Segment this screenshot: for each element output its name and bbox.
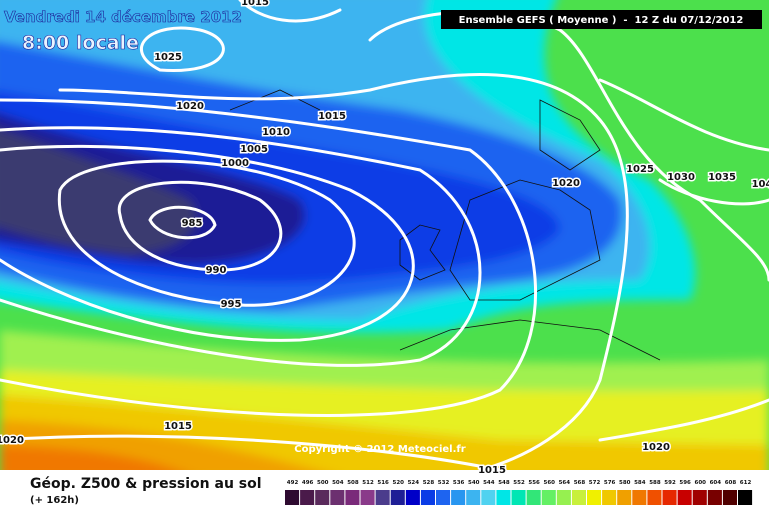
legend-swatch (617, 490, 632, 505)
legend-label: 512 (362, 480, 374, 486)
isobar-label: 1015 (318, 111, 346, 122)
isobar-label: 1015 (478, 465, 506, 476)
legend-label: 600 (695, 480, 707, 486)
legend-swatch (722, 490, 737, 505)
isobar-label: 1020 (176, 101, 204, 112)
legend-label: 592 (664, 480, 676, 486)
legend-label: 544 (483, 480, 495, 486)
legend-label: 560 (544, 480, 556, 486)
legend-label: 584 (634, 480, 646, 486)
isobar-label: 1015 (241, 0, 269, 8)
legend-swatch (405, 490, 420, 505)
legend-label: 492 (287, 480, 299, 486)
legend-label: 596 (679, 480, 691, 486)
legend-label: 524 (408, 480, 420, 486)
legend-swatch (571, 490, 586, 505)
legend-label: 580 (619, 480, 631, 486)
legend-label: 536 (453, 480, 465, 486)
legend-label: 496 (302, 480, 314, 486)
isobar-label: 1020 (642, 442, 670, 453)
legend-swatch (481, 490, 496, 505)
legend-swatch (315, 490, 330, 505)
field (0, 0, 769, 470)
isobar-label: 1005 (240, 144, 268, 155)
legend-swatch (647, 490, 662, 505)
isobar-labels: 1015 1025 1020 1015 1010 1005 1000 985 990 995 102… (0, 0, 769, 478)
legend-label: 532 (438, 480, 450, 486)
footer-lead: (+ 162h) (30, 495, 79, 506)
legend-label: 608 (725, 480, 737, 486)
legend-label: 552 (513, 480, 525, 486)
model-box (441, 10, 762, 29)
legend-swatch (632, 490, 647, 505)
isobar-label: 985 (182, 218, 203, 229)
legend-swatch (677, 490, 692, 505)
legend-swatch (496, 490, 511, 505)
date: Vendredi 14 décembre 2012 (4, 8, 242, 26)
footer-title: Géop. Z500 & pression au sol (30, 476, 262, 492)
isobar-label: 990 (206, 265, 227, 276)
model: Ensemble GEFS ( Moyenne ) - 12 Z du 07/1… (459, 15, 744, 26)
isobar-label: 1010 (262, 127, 290, 138)
legend-swatch (375, 490, 390, 505)
isobar-label: 1025 (626, 164, 654, 175)
legend-swatch (556, 490, 571, 505)
isobar-label: 1020 (552, 178, 580, 189)
copyright: Copyright © 2012 Meteociel.fr (294, 444, 465, 455)
isobar-label: 1020 (0, 435, 24, 446)
legend-label: 516 (377, 480, 389, 486)
isobar-label: 1000 (221, 158, 249, 169)
legend-swatch (526, 490, 541, 505)
legend-swatch (451, 490, 466, 505)
legend-swatch (420, 490, 435, 505)
legend-label: 588 (649, 480, 661, 486)
legend-label: 540 (468, 480, 480, 486)
isobar-label: 995 (221, 299, 242, 310)
legend-label: 528 (423, 480, 435, 486)
legend-swatch (285, 490, 300, 505)
legend-label: 572 (589, 480, 601, 486)
legend-label: 548 (498, 480, 510, 486)
legend-swatch (466, 490, 481, 505)
isobar-label: 1035 (708, 172, 736, 183)
legend-swatch (511, 490, 526, 505)
legend-label: 508 (347, 480, 359, 486)
legend: 492 496 500 504 508 512 516 520 524 528 532 536 540 5… (285, 480, 753, 505)
legend-swatch (602, 490, 617, 505)
legend-swatch (300, 490, 315, 505)
legend-swatch (587, 490, 602, 505)
isobar-label: 1030 (667, 172, 695, 183)
isobar-label: 1015 (164, 421, 192, 432)
legend-label: 612 (740, 480, 752, 486)
legend-swatch (738, 490, 753, 505)
legend-swatch (692, 490, 707, 505)
isobars (0, 0, 769, 470)
legend-swatch (436, 490, 451, 505)
legend-swatch (330, 490, 345, 505)
isobar-label: 104 (752, 179, 769, 190)
legend-swatch (662, 490, 677, 505)
legend-swatch (360, 490, 375, 505)
legend-swatch (707, 490, 722, 505)
legend-label: 576 (604, 480, 616, 486)
legend-label: 564 (559, 480, 571, 486)
legend-label: 568 (574, 480, 586, 486)
time: 8:00 locale (22, 32, 139, 54)
legend-swatch (390, 490, 405, 505)
legend-label: 504 (332, 480, 344, 486)
legend-label: 520 (393, 480, 405, 486)
legend-label: 556 (528, 480, 540, 486)
legend-label: 500 (317, 480, 329, 486)
isobar-label: 1025 (154, 52, 182, 63)
legend-swatch (345, 490, 360, 505)
legend-swatch (541, 490, 556, 505)
legend-label: 604 (710, 480, 722, 486)
